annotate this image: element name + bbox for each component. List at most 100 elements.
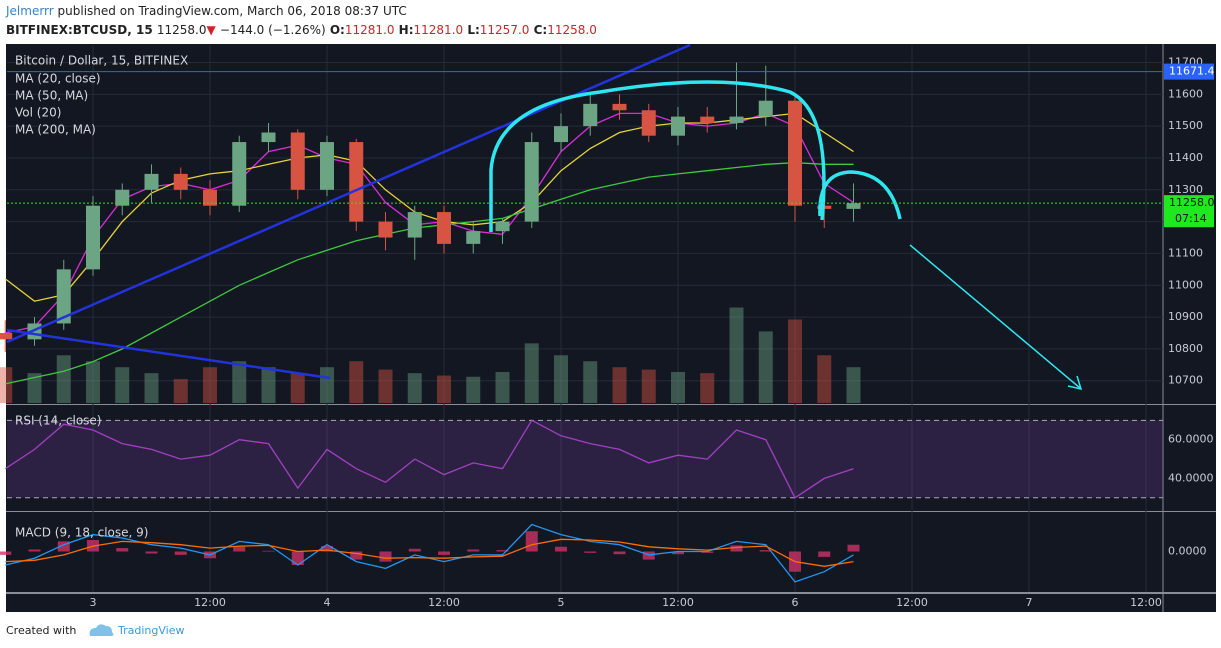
published: published on TradingView.com, March 06, … bbox=[58, 4, 407, 18]
y-tick-label: 11100 bbox=[1168, 246, 1203, 259]
macd-histogram bbox=[818, 551, 831, 557]
rsi-band bbox=[7, 420, 1163, 498]
countdown: 07:14 bbox=[1175, 212, 1207, 225]
candle-body bbox=[173, 173, 188, 190]
y-tick-label: 10700 bbox=[1168, 374, 1203, 387]
candle-body bbox=[203, 189, 217, 206]
volume-bar bbox=[729, 307, 744, 403]
x-tick-label: 12:00 bbox=[1130, 596, 1162, 609]
author[interactable]: Jelmerrr bbox=[5, 4, 54, 18]
trend-line bbox=[6, 328, 331, 380]
volume-bar bbox=[232, 361, 247, 403]
y-tick-label: 60.0000 bbox=[1168, 433, 1214, 446]
l-label: L: bbox=[467, 23, 479, 37]
l: 11257.0 bbox=[480, 23, 530, 37]
created-with: Created with bbox=[6, 624, 76, 637]
volume-bar bbox=[261, 367, 276, 403]
volume-bar bbox=[173, 379, 188, 403]
macd-histogram bbox=[233, 546, 246, 552]
candle-body bbox=[86, 205, 100, 270]
arrow: ▼ bbox=[206, 23, 216, 37]
arrow bbox=[909, 244, 1081, 389]
volume-bar bbox=[0, 367, 13, 403]
candle-body bbox=[407, 212, 422, 238]
candle-body bbox=[495, 221, 510, 232]
macd-histogram bbox=[321, 546, 333, 552]
x-tick-label: 7 bbox=[1026, 596, 1033, 609]
legend-title: Bitcoin / Dollar, 15, BITFINEX bbox=[15, 54, 188, 68]
candle-body bbox=[144, 173, 159, 190]
candle-body bbox=[0, 332, 13, 340]
symbol: BITFINEX:BTCUSD, 15 bbox=[6, 23, 153, 37]
candle-body bbox=[320, 142, 334, 190]
candle-body bbox=[115, 189, 130, 206]
volume-bar bbox=[846, 367, 861, 403]
macd-histogram bbox=[496, 550, 509, 552]
c-label: C: bbox=[534, 23, 548, 37]
x-tick-label: 5 bbox=[558, 596, 565, 609]
macd-histogram bbox=[759, 550, 772, 552]
legend-title: RSI (14, close) bbox=[15, 414, 101, 428]
hline-label-box bbox=[1164, 63, 1214, 80]
y-tick-label: 10900 bbox=[1168, 310, 1203, 323]
macd-histogram bbox=[408, 548, 421, 552]
candle-body bbox=[261, 132, 276, 143]
volume-bar bbox=[817, 355, 832, 403]
x-tick-label: 12:00 bbox=[428, 596, 460, 609]
macd-histogram bbox=[350, 551, 363, 560]
legend-title: MACD (9, 18, close, 9) bbox=[15, 526, 148, 540]
candle-body bbox=[583, 103, 598, 127]
legend-entry: MA (50, MA) bbox=[15, 89, 88, 103]
macd-histogram bbox=[555, 546, 567, 552]
header-line-2: BITFINEX:BTCUSD, 15 11258.0 ▼ −144.0 (−1.… bbox=[6, 23, 597, 37]
macd-histogram bbox=[438, 551, 450, 555]
macd-histogram bbox=[672, 551, 684, 555]
o-label: O: bbox=[330, 23, 345, 37]
o: 11281.0 bbox=[345, 23, 395, 37]
volume-bar bbox=[524, 343, 539, 403]
last-price-box bbox=[1164, 195, 1214, 228]
volume-bar bbox=[203, 367, 217, 403]
hline-label: 11671.4 bbox=[1169, 65, 1215, 78]
candle-body bbox=[729, 116, 744, 123]
volume-bar bbox=[144, 373, 159, 403]
candle-body bbox=[758, 100, 773, 117]
brand[interactable]: TradingView bbox=[117, 624, 184, 637]
header-line-1: Jelmerrr published on TradingView.com, M… bbox=[5, 4, 407, 18]
candle-body bbox=[554, 126, 568, 143]
volume-bar bbox=[290, 373, 305, 403]
y-tick-label: 0.0000 bbox=[1168, 544, 1207, 557]
x-tick-label: 3 bbox=[90, 596, 97, 609]
volume-bar bbox=[583, 361, 598, 403]
candle-body bbox=[524, 142, 539, 222]
volume-bar bbox=[612, 367, 627, 403]
volume-bar bbox=[115, 367, 130, 403]
rsi-line bbox=[4, 419, 854, 499]
macd-histogram bbox=[291, 551, 304, 565]
macd-histogram bbox=[467, 549, 480, 552]
y-tick-label: 11500 bbox=[1168, 119, 1203, 132]
macd-line bbox=[5, 538, 854, 567]
labels-layer: 11671.4 11258.0 07:14 Bitcoin / Dollar, 15,… bbox=[7, 54, 1215, 540]
volume-bar bbox=[27, 373, 42, 403]
macd-histogram bbox=[0, 551, 12, 555]
macd-histogram bbox=[847, 544, 860, 552]
x-tick-label: 12:00 bbox=[194, 596, 226, 609]
change: −144.0 (−1.26%) bbox=[220, 23, 326, 37]
volume-bar bbox=[437, 375, 451, 403]
macd-histogram bbox=[145, 551, 158, 554]
candle-body bbox=[700, 116, 715, 123]
y-tick-label: 40.0000 bbox=[1168, 471, 1214, 484]
volume-bar bbox=[56, 355, 71, 403]
volume-bar bbox=[554, 355, 568, 403]
x-tick-label: 6 bbox=[792, 596, 799, 609]
candle-body bbox=[466, 231, 481, 244]
arc bbox=[818, 170, 902, 220]
macd-histogram bbox=[174, 551, 187, 555]
macd-histogram bbox=[57, 541, 70, 552]
volume-bar bbox=[349, 361, 364, 403]
annotations bbox=[6, 43, 1083, 391]
c: 11258.0 bbox=[547, 23, 597, 37]
candle-body bbox=[671, 116, 685, 136]
macd-histogram bbox=[730, 545, 743, 552]
